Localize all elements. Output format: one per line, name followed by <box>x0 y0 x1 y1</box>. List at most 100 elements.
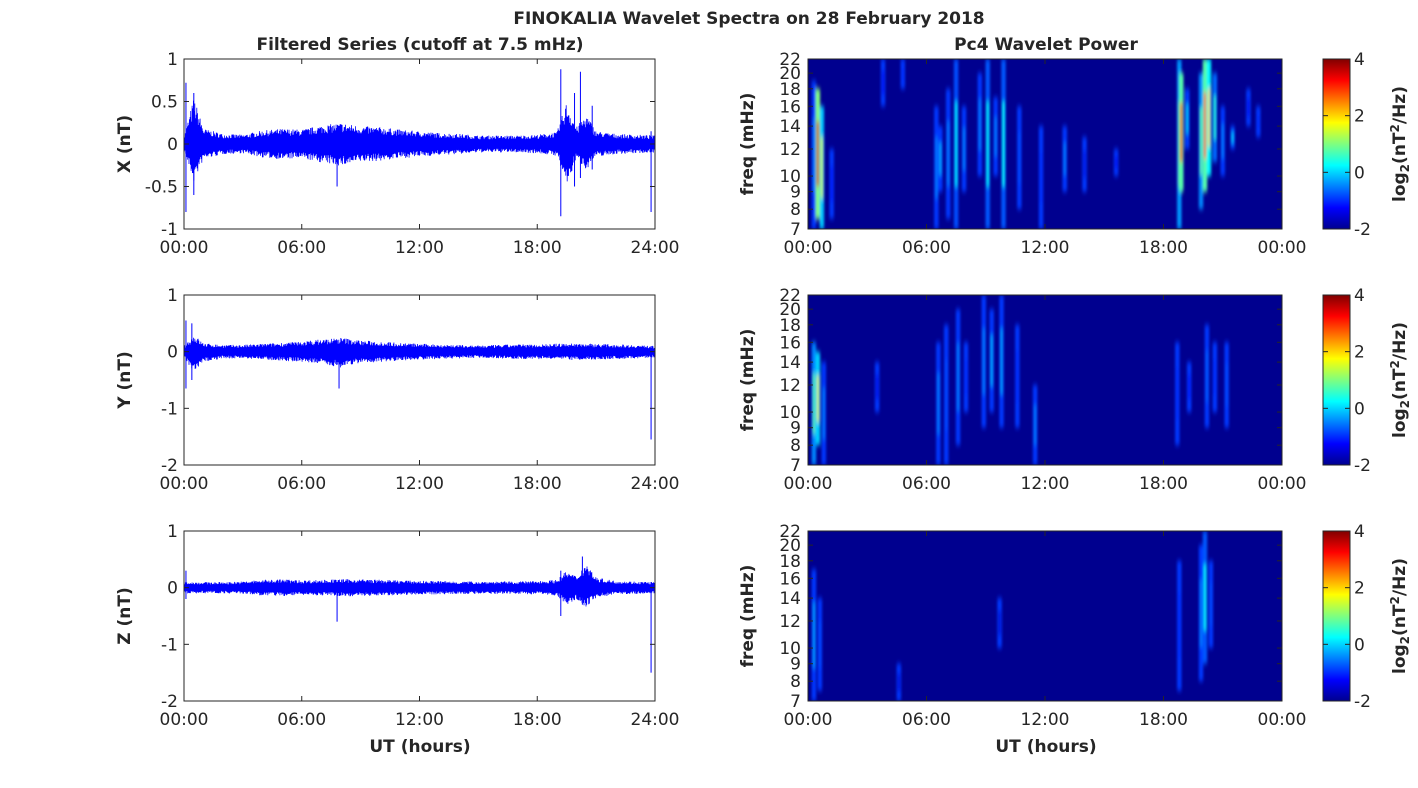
power-burst-core <box>1205 350 1208 402</box>
colorbar-label: log2(nT2/Hz) <box>1388 86 1412 202</box>
y-tick-label: 8 <box>790 436 801 456</box>
y-tick-label: -2 <box>161 692 178 712</box>
y-tick-label: 10 <box>779 639 801 659</box>
series-panel-x: 1 0.5 0 -0.5 -100:00 06:00 12:00 18:00 24:00 X (n… <box>115 50 680 258</box>
power-burst-core <box>1188 374 1191 400</box>
power-burst-core <box>1018 132 1021 184</box>
x-tick-label: 12:00 <box>1021 474 1070 494</box>
colorbar-tick-label: 0 <box>1354 399 1365 419</box>
x-tick-label: 00:00 <box>1258 238 1307 258</box>
power-burst-core <box>812 117 815 192</box>
power-burst-core <box>986 101 989 187</box>
x-tick-label: 00:00 <box>784 474 833 494</box>
colorbar-tick-label: 4 <box>1354 286 1365 306</box>
power-burst-core <box>998 610 1001 636</box>
y-tick-label: 18 <box>779 552 801 572</box>
x-tick-label: 00:00 <box>1258 710 1307 730</box>
power-burst-core <box>1186 103 1189 134</box>
power-burst-core <box>816 121 819 187</box>
figure-title: FINOKALIA Wavelet Spectra on 28 February… <box>513 9 984 29</box>
power-burst-core <box>939 142 942 176</box>
y-tick-label: 12 <box>779 376 801 396</box>
left-column-title: Filtered Series (cutoff at 7.5 mHz) <box>256 35 583 55</box>
y-tick-label: -2 <box>161 456 178 476</box>
power-burst-core <box>1083 150 1086 179</box>
y-tick-label: 7 <box>790 220 801 240</box>
y-axis-label: Y (nT) <box>115 351 135 409</box>
colorbar <box>1322 530 1351 702</box>
y-tick-label: 16 <box>779 97 801 117</box>
colorbar <box>1322 294 1351 466</box>
x-tick-label: 06:00 <box>277 474 326 494</box>
power-burst-core <box>945 359 948 430</box>
x-tick-label: 18:00 <box>1139 710 1188 730</box>
y-tick-label: 9 <box>790 655 801 675</box>
colorbar-tick-label: 0 <box>1354 163 1365 183</box>
colorbar-tick-label: 4 <box>1354 50 1365 70</box>
y-tick-label: -1 <box>161 220 178 240</box>
x-tick-label: 00:00 <box>1258 474 1307 494</box>
power-burst-core <box>1203 564 1206 631</box>
power-burst-core <box>1221 123 1224 159</box>
y-axis-label: X (nT) <box>115 115 135 173</box>
x-tick-label: 18:00 <box>1139 238 1188 258</box>
power-burst-core <box>1200 579 1203 648</box>
x-tick-label: 12:00 <box>1021 238 1070 258</box>
y-tick-label: 14 <box>779 117 801 137</box>
power-burst-core <box>812 602 815 669</box>
series-trace <box>183 566 656 607</box>
power-burst-core <box>822 387 825 440</box>
series-panel-z: 1 0 -1 -200:00 06:00 12:00 18:00 24:00 Z (nT) <box>115 522 680 730</box>
power-burst-core <box>990 334 993 387</box>
colorbar-tick-label: 2 <box>1354 107 1365 127</box>
power-burst-core <box>937 372 940 435</box>
x-tick-label: 12:00 <box>1021 710 1070 730</box>
series-trace <box>183 337 656 369</box>
x-tick-label: 00:00 <box>784 710 833 730</box>
y-tick-label: 7 <box>790 456 801 476</box>
power-burst-core <box>1247 98 1250 117</box>
y-tick-label: 18 <box>779 316 801 336</box>
y-tick-label: 12 <box>779 612 801 632</box>
x-tick-label: 18:00 <box>513 474 562 494</box>
y-tick-label: 8 <box>790 200 801 220</box>
x-tick-label: 18:00 <box>513 238 562 258</box>
power-burst-core <box>1225 363 1228 407</box>
y-tick-label: 20 <box>779 536 801 556</box>
colorbar <box>1322 58 1351 230</box>
y-tick-label: 22 <box>779 522 801 542</box>
x-tick-label: 12:00 <box>395 238 444 258</box>
series-axes-box <box>183 530 656 702</box>
power-burst-core <box>955 101 958 187</box>
colorbar-tick-label: -2 <box>1354 220 1371 240</box>
y-tick-label: 9 <box>790 183 801 203</box>
power-burst-core <box>1207 88 1210 147</box>
power-burst-core <box>947 121 950 187</box>
y-tick-label: 0 <box>167 579 178 599</box>
power-burst-core <box>1213 95 1216 140</box>
power-burst-core <box>994 116 997 157</box>
colorbar-label: log2(nT2/Hz) <box>1388 322 1412 438</box>
y-tick-label: 18 <box>779 80 801 100</box>
power-burst-core <box>1257 113 1260 130</box>
x-axis-label-right: UT (hours) <box>995 737 1096 757</box>
y-tick-label: 1 <box>167 50 178 70</box>
y-tick-label: 20 <box>779 300 801 320</box>
y-tick-label: 1 <box>167 286 178 306</box>
power-burst-core <box>1034 404 1037 445</box>
power-burst-core <box>1203 92 1206 159</box>
x-tick-label: 00:00 <box>160 710 209 730</box>
power-burst-core <box>963 127 966 171</box>
x-tick-label: 12:00 <box>395 474 444 494</box>
y-tick-label: 22 <box>779 50 801 70</box>
power-burst-core <box>816 375 819 422</box>
y-tick-label: 9 <box>790 419 801 439</box>
power-burst-core <box>901 66 904 82</box>
spectrogram-bursts <box>811 295 1229 465</box>
right-column-title: Pc4 Wavelet Power <box>954 35 1138 55</box>
power-burst-core <box>812 372 815 435</box>
power-burst-core <box>882 70 885 95</box>
